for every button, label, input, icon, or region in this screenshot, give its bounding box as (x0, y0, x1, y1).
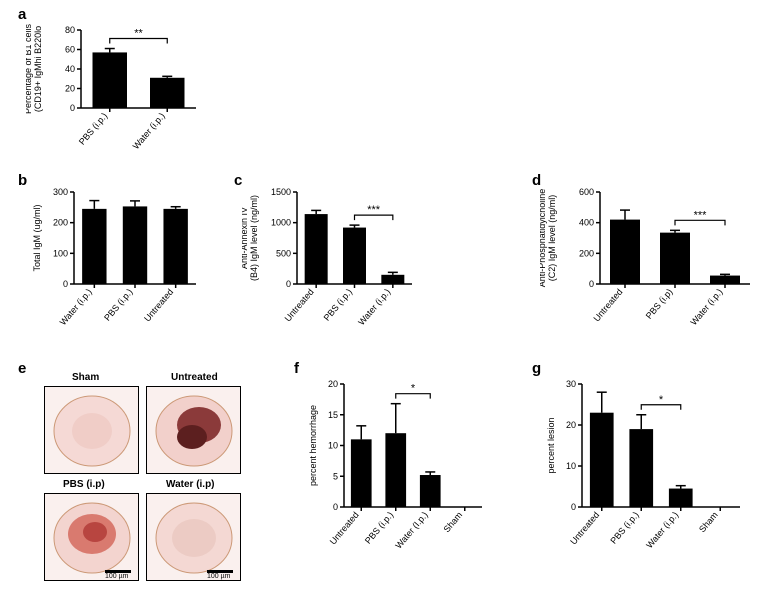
svg-text:60: 60 (65, 45, 75, 55)
svg-text:0: 0 (70, 103, 75, 113)
svg-text:percent hemorrhage: percent hemorrhage (308, 405, 318, 486)
svg-text:PBS (i.p.): PBS (i.p.) (77, 111, 109, 147)
svg-text:Untreated: Untreated (591, 287, 624, 324)
svg-text:(CD19+ IgMhi B220lo: (CD19+ IgMhi B220lo (33, 26, 43, 112)
svg-text:Water (i.p.): Water (i.p.) (356, 287, 392, 327)
svg-text:Untreated: Untreated (328, 510, 361, 547)
svg-text:200: 200 (579, 248, 594, 258)
svg-text:20: 20 (328, 379, 338, 389)
histo-pbs: 100 µm (44, 493, 139, 581)
chart-c: 0 500 1000 1500 Anti-Annexin IV(B4) IgM leve… (242, 174, 422, 339)
svg-text:***: *** (367, 204, 381, 216)
chart-f: 0 5 10 15 20 percent hemorrhage UntreatedPBS (… (302, 362, 492, 572)
svg-text:Water (I.p.): Water (I.p.) (393, 510, 429, 551)
svg-text:PBS (i.p.): PBS (i.p.) (608, 510, 640, 546)
svg-text:Anti-Phosphatidylcholine: Anti-Phosphatidylcholine (540, 189, 547, 288)
svg-text:20: 20 (65, 84, 75, 94)
svg-text:0: 0 (571, 502, 576, 512)
svg-text:Untreated: Untreated (142, 287, 175, 324)
svg-text:1000: 1000 (271, 218, 291, 228)
svg-text:0: 0 (589, 279, 594, 289)
svg-text:300: 300 (53, 187, 68, 197)
histo-untreated (146, 386, 241, 474)
svg-text:10: 10 (328, 441, 338, 451)
svg-text:80: 80 (65, 25, 75, 35)
svg-text:Water (i.p.): Water (i.p.) (131, 111, 167, 151)
svg-text:10: 10 (566, 461, 576, 471)
panel-b: b 0100200300Total IgM (ug/ml)Water (i.p.… (26, 174, 206, 339)
svg-text:30: 30 (566, 379, 576, 389)
svg-text:Untreated: Untreated (568, 510, 601, 547)
svg-text:PBS (i.p.): PBS (i.p.) (322, 287, 354, 323)
histo-water: 100 µm (146, 493, 241, 581)
svg-text:0: 0 (63, 279, 68, 289)
svg-text:Sham: Sham (697, 510, 720, 534)
svg-text:PBS (i.p.): PBS (i.p.) (102, 287, 134, 323)
panel-label-f: f (294, 360, 299, 377)
svg-text:*: * (659, 394, 664, 406)
chart-g: 0 10 20 30 percent lesion UntreatedPBS (i.p.)… (540, 362, 750, 572)
svg-text:***: *** (694, 209, 708, 221)
panel-e: e Sham Untreated PBS (i.p) Water (i.p) 1… (26, 362, 256, 602)
svg-text:Water (i.p.): Water (i.p.) (688, 287, 724, 327)
chart-b: 0 100 200 300 Total IgM (ug/ml) Water (i.p.)P… (26, 174, 206, 339)
svg-text:100: 100 (53, 248, 68, 258)
svg-text:Sham: Sham (442, 510, 465, 534)
svg-text:40: 40 (65, 64, 75, 74)
svg-text:Total IgM (ug/ml): Total IgM (ug/ml) (32, 204, 42, 271)
svg-text:Water (i.p.): Water (i.p.) (58, 287, 94, 327)
scale-text-water: 100 µm (207, 573, 231, 580)
svg-text:200: 200 (53, 218, 68, 228)
panel-a: a 020406080Percentage of B1 cells(CD19+ … (26, 8, 206, 153)
histo-label-sham: Sham (72, 372, 99, 383)
panel-label-e: e (18, 360, 26, 377)
svg-text:600: 600 (579, 187, 594, 197)
svg-text:5: 5 (333, 471, 338, 481)
histo-label-water: Water (i.p) (166, 479, 215, 490)
svg-text:(C2) IgM level (ng/ml): (C2) IgM level (ng/ml) (547, 195, 557, 282)
svg-text:500: 500 (276, 248, 291, 258)
svg-text:*: * (411, 383, 416, 395)
svg-text:PBS (i.p.): PBS (i.p.) (363, 510, 395, 546)
panel-f: f 05101520percent hemorrhageUntreatedPBS… (302, 362, 492, 572)
svg-text:20: 20 (566, 420, 576, 430)
svg-text:**: ** (134, 28, 143, 40)
panel-g: g 0102030percent lesionUntreatedPBS (i.p… (540, 362, 750, 572)
svg-text:0: 0 (286, 279, 291, 289)
chart-a: 0 20 40 60 80 Percentage of B1 cells(CD19+ Ig… (26, 8, 206, 153)
svg-text:Anti-Annexin IV: Anti-Annexin IV (242, 207, 249, 269)
svg-text:15: 15 (328, 410, 338, 420)
svg-text:Water (i.p.): Water (i.p.) (644, 510, 680, 550)
panel-d: d 0200400600Anti-Phosphatidylcholine(C2)… (540, 174, 760, 339)
scale-text-pbs: 100 µm (105, 573, 129, 580)
svg-text:(B4) IgM level (ng/ml): (B4) IgM level (ng/ml) (249, 195, 259, 281)
svg-text:PBS (i.p): PBS (i.p) (644, 287, 675, 321)
histo-label-pbs: PBS (i.p) (63, 479, 105, 490)
svg-text:percent lesion: percent lesion (546, 417, 556, 473)
svg-text:Percentage of B1 cells: Percentage of B1 cells (26, 23, 33, 114)
svg-text:0: 0 (333, 502, 338, 512)
histo-label-untreated: Untreated (171, 372, 218, 383)
svg-text:1500: 1500 (271, 187, 291, 197)
histo-sham (44, 386, 139, 474)
svg-text:Untreated: Untreated (283, 287, 316, 324)
svg-text:400: 400 (579, 218, 594, 228)
panel-c: c 050010001500Anti-Annexin IV(B4) IgM le… (242, 174, 422, 339)
chart-d: 0 200 400 600 Anti-Phosphatidylcholine(C2) I… (540, 174, 760, 339)
